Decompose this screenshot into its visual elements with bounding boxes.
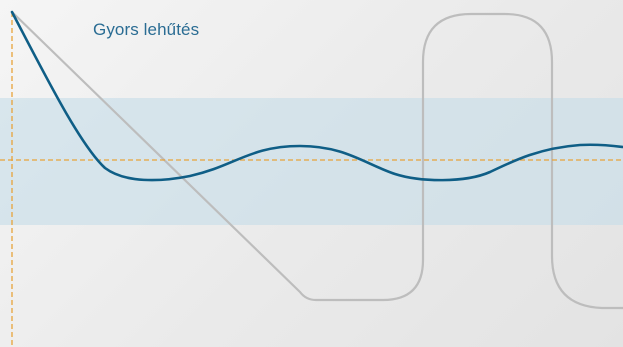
- gray-temperature-curve: [11, 11, 623, 310]
- fast-cooling-curve: [10, 10, 623, 182]
- target-range-band: [0, 98, 623, 225]
- fast-cooling-label: Gyors lehűtés: [93, 20, 200, 39]
